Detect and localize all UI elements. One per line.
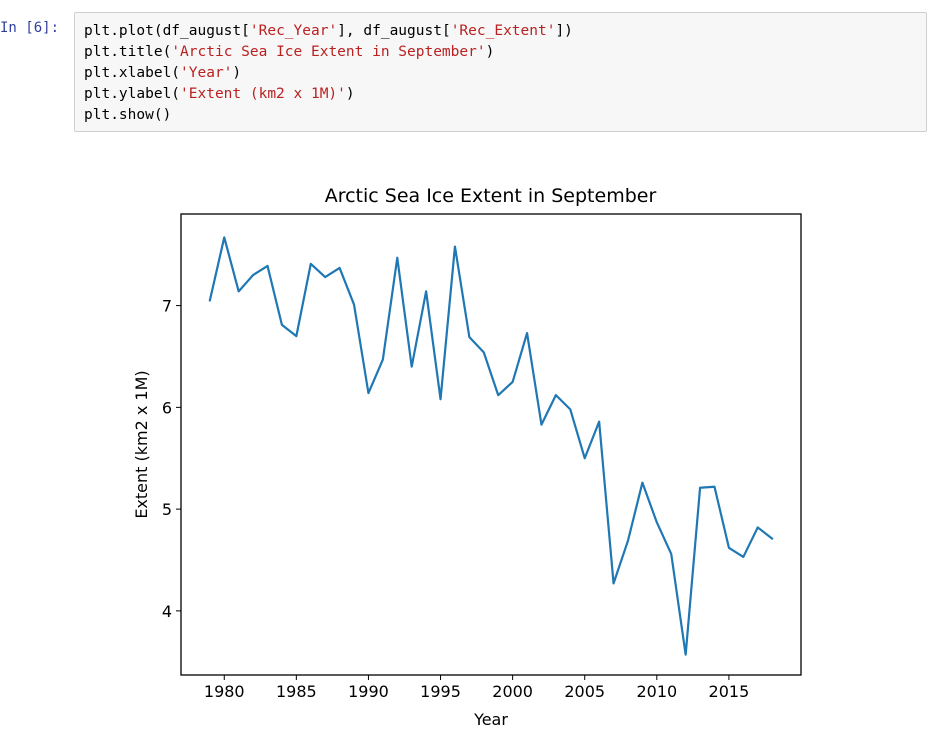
code-line: plt.title('Arctic Sea Ice Extent in Sept… — [84, 44, 494, 60]
code-cell-input[interactable]: plt.plot(df_august['Rec_Year'], df_augus… — [74, 12, 927, 132]
x-tick-label: 1995 — [420, 682, 461, 701]
y-tick-label: 5 — [162, 500, 172, 519]
x-axis-label: Year — [473, 710, 508, 729]
code-string-token: 'Year' — [180, 65, 233, 81]
code-line: plt.xlabel('Year') — [84, 65, 241, 81]
chart-title: Arctic Sea Ice Extent in September — [325, 185, 657, 207]
y-tick-label: 7 — [162, 297, 172, 316]
code-token: ) — [232, 65, 242, 81]
code-line: plt.plot(df_august['Rec_Year'], df_augus… — [84, 23, 573, 39]
code-string-token: 'Rec_Year' — [249, 23, 338, 39]
x-tick-label: 1985 — [276, 682, 317, 701]
x-tick-label: 1990 — [348, 682, 389, 701]
x-tick-label: 1980 — [204, 682, 245, 701]
x-tick-label: 2015 — [709, 682, 750, 701]
code-token: ) — [485, 44, 495, 60]
x-tick-label: 2000 — [492, 682, 533, 701]
code-token: plt.plot(df_august[ — [84, 23, 250, 39]
plot-frame — [180, 213, 802, 676]
code-token: ], df_august[ — [337, 23, 451, 39]
y-tick-label: 4 — [162, 602, 172, 621]
code-string-token: 'Extent (km2 x 1M)' — [180, 86, 346, 102]
code-line: plt.ylabel('Extent (km2 x 1M)') — [84, 86, 355, 102]
code-token: ) — [345, 86, 355, 102]
cell-output: Arctic Sea Ice Extent in September 1980 1… — [0, 160, 930, 738]
code-string-token: 'Arctic Sea Ice Extent in September' — [171, 44, 486, 60]
code-token: plt.xlabel( — [84, 65, 181, 81]
code-line: plt.show() — [84, 107, 171, 123]
x-tick-label: 2010 — [636, 682, 677, 701]
code-token: plt.show() — [84, 107, 172, 123]
code-string-token: 'Rec_Extent' — [450, 23, 556, 39]
x-tick-label: 2005 — [564, 682, 605, 701]
code-editor[interactable]: plt.plot(df_august['Rec_Year'], df_augus… — [84, 21, 573, 126]
line-chart: Arctic Sea Ice Extent in September 1980 1… — [132, 185, 802, 729]
code-token: plt.title( — [84, 44, 172, 60]
code-token: ]) — [555, 23, 573, 39]
cell-prompt: In [6]: — [0, 20, 60, 36]
data-line-series — [208, 236, 774, 656]
y-axis-label: Extent (km2 x 1M) — [132, 370, 151, 518]
code-token: plt.ylabel( — [84, 86, 181, 102]
y-tick-label: 6 — [162, 398, 172, 417]
